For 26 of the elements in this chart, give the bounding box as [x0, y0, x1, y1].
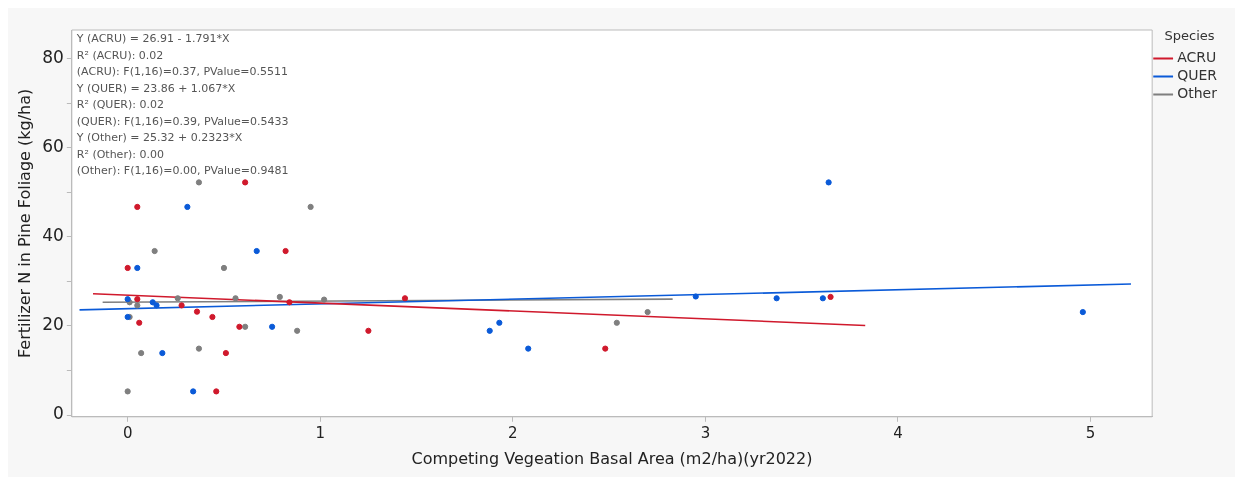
y-tick-label: 40	[42, 225, 64, 246]
annotation: R² (Other): 0.00	[76, 147, 164, 161]
y-tick-label: 60	[42, 136, 64, 157]
x-tick-label: 0	[122, 423, 133, 442]
annotation: R² (QUER): 0.02	[76, 98, 164, 112]
legend-title: Species	[1164, 27, 1215, 43]
x-axis-title: Competing Vegeation Basal Area (m2/ha)(yr2022)	[411, 448, 813, 468]
annotation: (QUER): F(1,16)=0.39, PValue=0.5433	[76, 114, 289, 128]
y-tick-label: 20	[42, 314, 64, 335]
annotation: R² (ACRU): 0.02	[76, 48, 164, 62]
x-tick-label: 1	[315, 423, 326, 442]
legend-label: QUER	[1177, 67, 1218, 84]
annotation: Y (Other) = 25.32 + 0.2323*X	[75, 131, 243, 145]
annotation: (ACRU): F(1,16)=0.37, PValue=0.5511	[76, 65, 288, 79]
x-tick-label: 3	[700, 423, 711, 442]
annotation: Y (QUER) = 23.86 + 1.067*X	[75, 81, 236, 95]
annotation: (Other): F(1,16)=0.00, PValue=0.9481	[76, 164, 289, 178]
y-axis-title: Fertilizer N in Pine Foliage (kg/ha)	[14, 88, 34, 359]
y-tick-label: 80	[42, 46, 64, 67]
x-tick-label: 4	[893, 423, 903, 442]
x-tick-label: 5	[1085, 423, 1096, 442]
x-tick-label: 2	[508, 423, 518, 442]
legend-label: ACRU	[1177, 49, 1217, 66]
annotation: Y (ACRU) = 26.91 - 1.791*X	[75, 32, 230, 46]
legend-label: Other	[1177, 85, 1218, 102]
y-tick-label: 0	[53, 403, 64, 424]
